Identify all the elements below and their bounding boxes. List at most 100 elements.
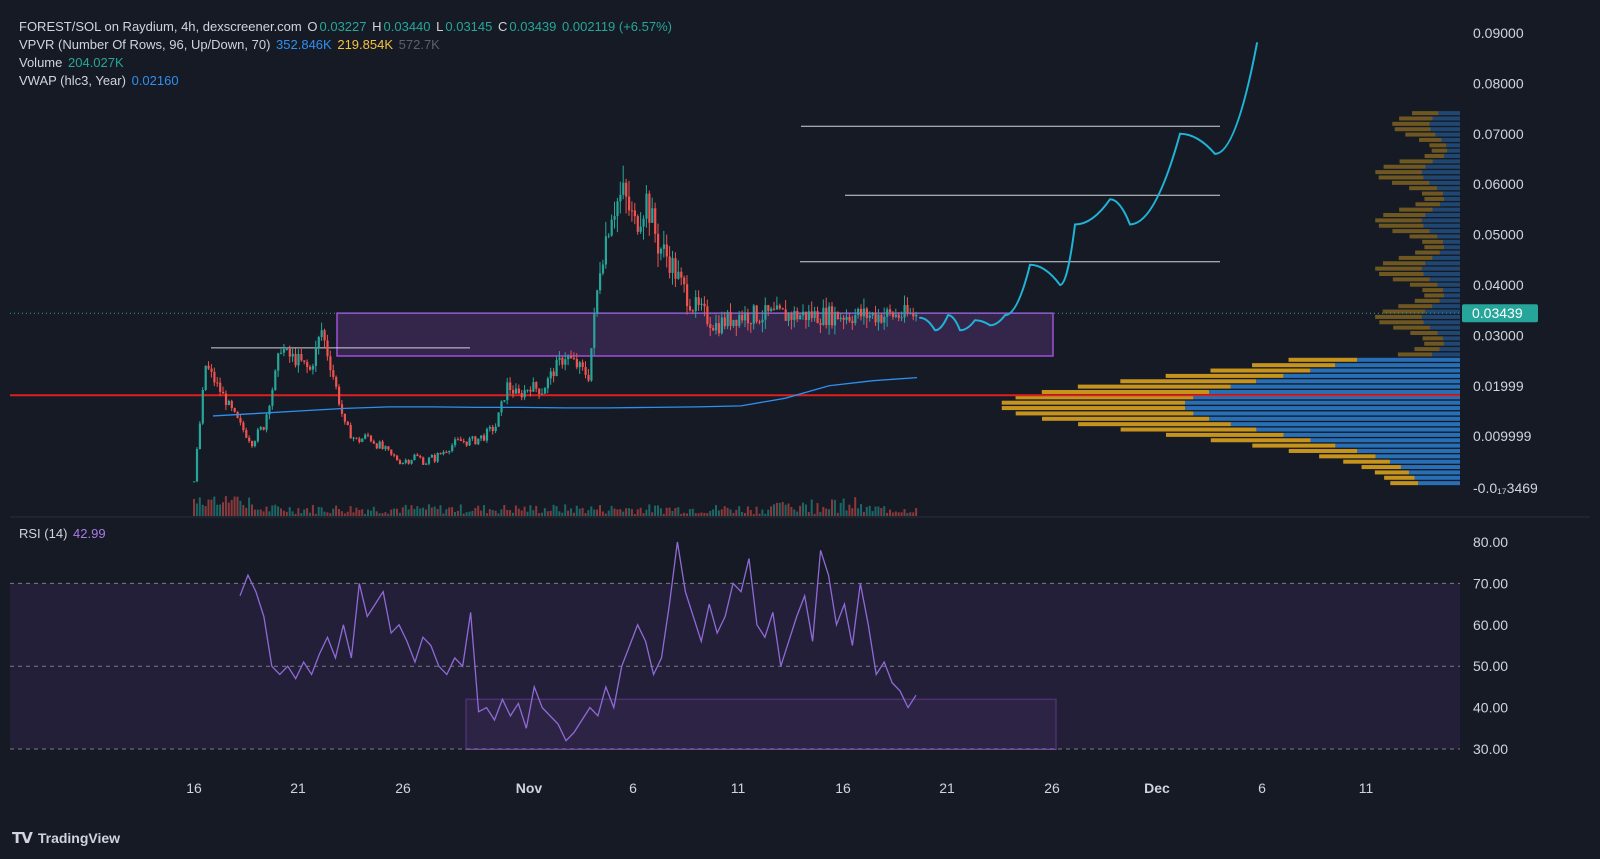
- volume-bar: [822, 506, 825, 516]
- time-tick-label: 16: [186, 780, 202, 796]
- candle-body: [848, 316, 851, 321]
- low-value: 0.03145: [445, 19, 493, 34]
- volume-bar: [680, 513, 683, 516]
- volume-bar: [712, 509, 715, 516]
- volume-bar: [570, 508, 572, 516]
- candle-body: [657, 233, 660, 254]
- candle-body: [781, 308, 784, 310]
- volume-bar: [599, 505, 601, 516]
- candle-body: [468, 438, 471, 446]
- vp-down-bar: [1384, 475, 1415, 480]
- vp-down-bar: [1421, 191, 1443, 196]
- candle-body: [587, 374, 590, 381]
- volume-bar: [387, 513, 390, 516]
- candle-body: [819, 323, 822, 325]
- volume-bar: [227, 502, 230, 516]
- candle-body: [309, 366, 312, 370]
- candle-body: [561, 357, 564, 365]
- vp-up-bar: [1432, 304, 1460, 309]
- volume-bar: [622, 511, 625, 516]
- price-pane[interactable]: [10, 10, 1460, 516]
- vp-down-bar: [1398, 304, 1433, 309]
- volume-bar: [668, 507, 671, 516]
- vp-down-bar: [1422, 288, 1444, 293]
- volume-bar: [262, 511, 265, 516]
- vp-down-bar: [1383, 213, 1426, 218]
- vpvr-legend[interactable]: VPVR (Number Of Rows, 96, Up/Down, 70) 3…: [19, 36, 442, 54]
- vp-down-bar: [1392, 277, 1430, 282]
- volume-bar: [758, 513, 761, 516]
- rsi-legend[interactable]: RSI (14) 42.99: [19, 525, 108, 543]
- candle-body: [520, 393, 523, 398]
- volume-bar: [480, 510, 483, 516]
- volume-bar: [401, 507, 404, 516]
- volume-bar: [799, 505, 802, 516]
- candle-body: [361, 438, 364, 442]
- price-tick-label: 0.009999: [1473, 428, 1532, 444]
- vp-up-bar: [1230, 384, 1460, 389]
- candle-body: [222, 391, 225, 394]
- volume-bar: [903, 509, 906, 516]
- candle-body: [367, 434, 370, 436]
- candle-body: [268, 405, 271, 415]
- vwap-legend[interactable]: VWAP (hlc3, Year) 0.02160: [19, 72, 181, 90]
- candle-body: [198, 423, 201, 450]
- rsi-tick-label: 70.00: [1473, 575, 1508, 591]
- candle-body: [451, 445, 454, 452]
- time-tick-label: Dec: [1144, 780, 1170, 796]
- volume-bar: [729, 509, 732, 516]
- candle-body: [625, 182, 628, 197]
- volume-bar: [381, 513, 384, 516]
- volume-bar: [541, 512, 543, 516]
- vp-down-bar: [1409, 234, 1438, 239]
- candle-body: [239, 417, 242, 423]
- vpvr-label: VPVR (Number Of Rows, 96, Up/Down, 70): [19, 37, 271, 52]
- candle-body: [665, 244, 668, 257]
- candle-body: [596, 290, 599, 314]
- candle-body: [355, 437, 358, 439]
- vp-down-bar: [1399, 207, 1433, 212]
- vp-up-bar: [1432, 255, 1460, 260]
- volume-bar: [645, 509, 648, 516]
- volume-bar: [909, 512, 912, 516]
- candle-body: [677, 271, 680, 279]
- volume-bar: [828, 509, 831, 516]
- candle-body: [517, 388, 520, 394]
- symbol-title[interactable]: FOREST/SOL on Raydium, 4h, dexscreener.c…: [19, 19, 302, 34]
- candle-body: [897, 314, 900, 318]
- candle-body: [285, 348, 288, 350]
- candle-body: [384, 446, 387, 449]
- candle-body: [903, 305, 906, 318]
- candle-body: [311, 365, 315, 370]
- volume-bar: [686, 513, 688, 516]
- time-tick-label: 6: [629, 780, 637, 796]
- volume-bar: [587, 510, 590, 516]
- open-value: 0.03227: [319, 19, 367, 34]
- volume-bar: [306, 508, 309, 516]
- candle-body: [732, 319, 735, 326]
- volume-bar: [880, 508, 883, 516]
- price-tick-label: -0.0₁₇3469: [1473, 480, 1538, 496]
- current-price-badge: [1462, 304, 1538, 323]
- volume-legend[interactable]: Volume 204.027K: [19, 54, 126, 72]
- volume-bar: [517, 508, 520, 516]
- volume-bar: [749, 510, 752, 516]
- volume-bar: [532, 510, 535, 516]
- vp-up-bar: [1429, 180, 1460, 185]
- candle-body: [514, 388, 518, 394]
- candle-body: [207, 365, 210, 369]
- volume-bar: [514, 505, 517, 516]
- volume-bar: [451, 507, 454, 516]
- volume-bar: [546, 511, 549, 516]
- volume-bar: [494, 510, 497, 516]
- time-tick-label: 16: [835, 780, 851, 796]
- volume-bar: [767, 509, 770, 516]
- vp-up-bar: [1443, 336, 1460, 341]
- volume-bar: [474, 508, 477, 516]
- volume-bar: [778, 502, 781, 516]
- volume-bar: [413, 509, 416, 516]
- volume-bar: [677, 507, 680, 516]
- vp-up-bar: [1432, 116, 1460, 121]
- tradingview-brand[interactable]: TV TradingView: [12, 829, 120, 847]
